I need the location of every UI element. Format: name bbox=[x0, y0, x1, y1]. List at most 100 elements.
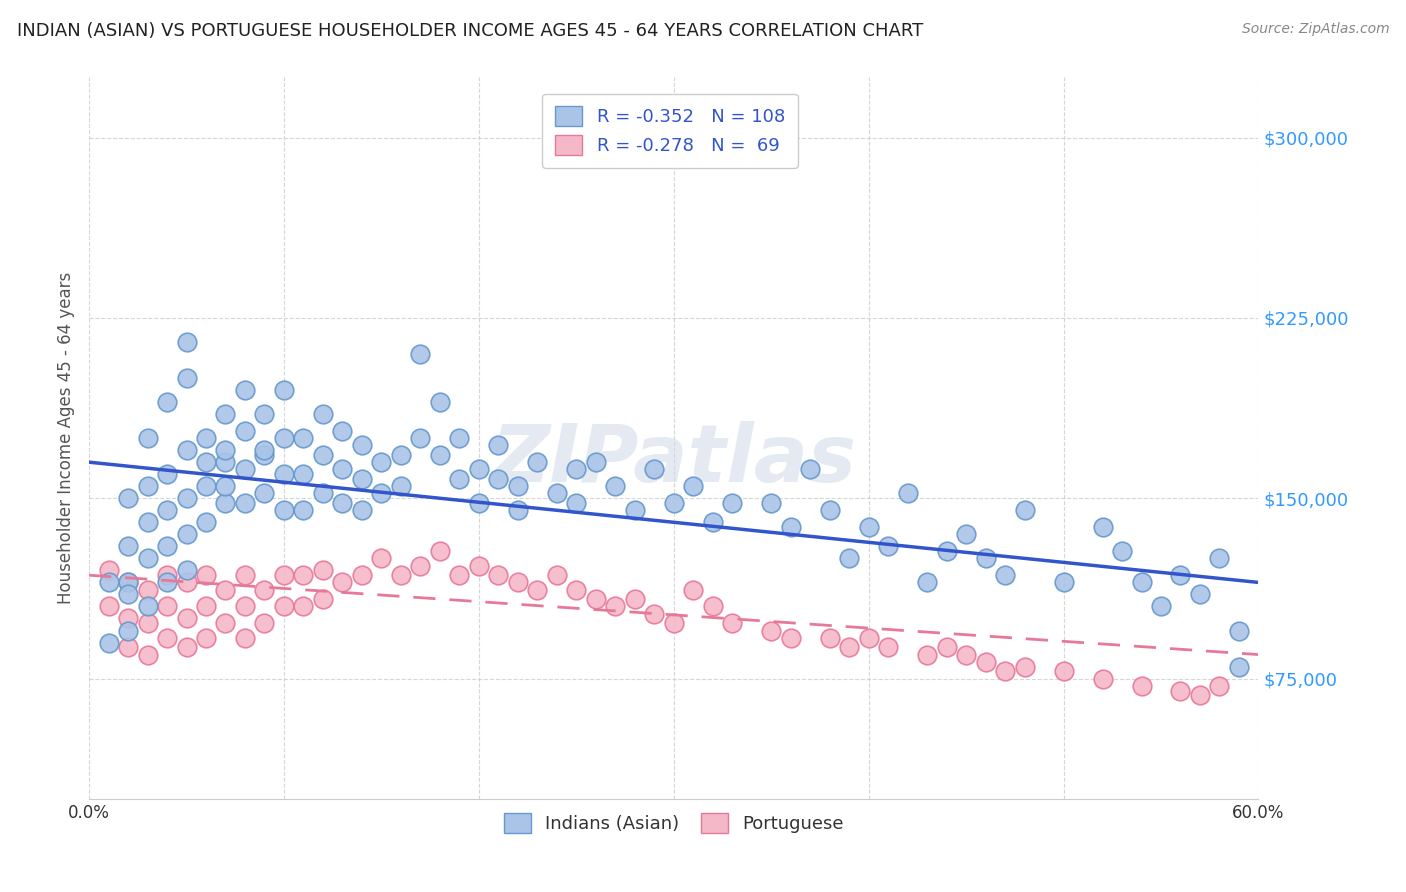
Point bbox=[195, 568, 218, 582]
Point bbox=[176, 371, 198, 385]
Point bbox=[253, 448, 276, 462]
Point bbox=[233, 383, 256, 397]
Point bbox=[214, 407, 236, 421]
Point bbox=[312, 486, 335, 500]
Point bbox=[176, 575, 198, 590]
Point bbox=[214, 443, 236, 458]
Y-axis label: Householder Income Ages 45 - 64 years: Householder Income Ages 45 - 64 years bbox=[58, 272, 75, 604]
Point bbox=[1188, 689, 1211, 703]
Point bbox=[350, 568, 373, 582]
Point bbox=[253, 443, 276, 458]
Point bbox=[935, 544, 957, 558]
Point bbox=[585, 592, 607, 607]
Point bbox=[195, 599, 218, 614]
Point bbox=[858, 631, 880, 645]
Point bbox=[974, 551, 997, 566]
Point bbox=[136, 479, 159, 493]
Point bbox=[176, 491, 198, 506]
Point bbox=[449, 472, 471, 486]
Point bbox=[858, 520, 880, 534]
Point bbox=[332, 575, 354, 590]
Point bbox=[97, 599, 120, 614]
Point bbox=[838, 551, 860, 566]
Point bbox=[585, 455, 607, 469]
Point bbox=[350, 472, 373, 486]
Point bbox=[1227, 624, 1250, 638]
Point bbox=[156, 395, 179, 409]
Point bbox=[546, 568, 568, 582]
Point bbox=[273, 599, 295, 614]
Point bbox=[605, 479, 627, 493]
Point bbox=[156, 467, 179, 482]
Point bbox=[136, 431, 159, 445]
Point bbox=[1227, 659, 1250, 673]
Point bbox=[682, 582, 704, 597]
Point bbox=[117, 624, 139, 638]
Point bbox=[486, 438, 509, 452]
Point bbox=[486, 472, 509, 486]
Point bbox=[955, 648, 977, 662]
Point bbox=[136, 516, 159, 530]
Point bbox=[877, 539, 900, 553]
Point bbox=[506, 575, 529, 590]
Point bbox=[176, 640, 198, 655]
Point bbox=[273, 503, 295, 517]
Point bbox=[350, 438, 373, 452]
Point bbox=[994, 568, 1017, 582]
Point bbox=[389, 448, 412, 462]
Point bbox=[1208, 551, 1230, 566]
Point bbox=[312, 448, 335, 462]
Point bbox=[214, 455, 236, 469]
Point bbox=[156, 503, 179, 517]
Point bbox=[214, 479, 236, 493]
Point bbox=[253, 616, 276, 631]
Point bbox=[897, 486, 920, 500]
Point bbox=[292, 503, 315, 517]
Point bbox=[935, 640, 957, 655]
Point bbox=[974, 655, 997, 669]
Point bbox=[1188, 587, 1211, 601]
Point bbox=[1170, 683, 1192, 698]
Point bbox=[468, 496, 491, 510]
Point bbox=[506, 503, 529, 517]
Point bbox=[526, 455, 548, 469]
Point bbox=[156, 599, 179, 614]
Text: ZIPatlas: ZIPatlas bbox=[491, 421, 856, 499]
Text: INDIAN (ASIAN) VS PORTUGUESE HOUSEHOLDER INCOME AGES 45 - 64 YEARS CORRELATION C: INDIAN (ASIAN) VS PORTUGUESE HOUSEHOLDER… bbox=[17, 22, 924, 40]
Point bbox=[156, 539, 179, 553]
Point bbox=[97, 635, 120, 649]
Point bbox=[1052, 575, 1074, 590]
Point bbox=[97, 563, 120, 577]
Point bbox=[623, 503, 645, 517]
Point bbox=[156, 568, 179, 582]
Point bbox=[389, 568, 412, 582]
Point bbox=[332, 496, 354, 510]
Point bbox=[370, 551, 392, 566]
Point bbox=[195, 516, 218, 530]
Point bbox=[994, 665, 1017, 679]
Point bbox=[332, 462, 354, 476]
Point bbox=[292, 467, 315, 482]
Point bbox=[799, 462, 821, 476]
Point bbox=[233, 462, 256, 476]
Point bbox=[273, 431, 295, 445]
Point bbox=[214, 616, 236, 631]
Point bbox=[370, 455, 392, 469]
Point bbox=[312, 407, 335, 421]
Point bbox=[682, 479, 704, 493]
Point bbox=[643, 462, 665, 476]
Point bbox=[195, 479, 218, 493]
Point bbox=[253, 486, 276, 500]
Point bbox=[370, 486, 392, 500]
Point bbox=[1130, 575, 1153, 590]
Point bbox=[156, 575, 179, 590]
Point bbox=[702, 599, 724, 614]
Point bbox=[292, 568, 315, 582]
Point bbox=[156, 631, 179, 645]
Point bbox=[176, 611, 198, 625]
Point bbox=[409, 347, 432, 361]
Point bbox=[506, 479, 529, 493]
Point bbox=[605, 599, 627, 614]
Point bbox=[117, 587, 139, 601]
Point bbox=[1170, 568, 1192, 582]
